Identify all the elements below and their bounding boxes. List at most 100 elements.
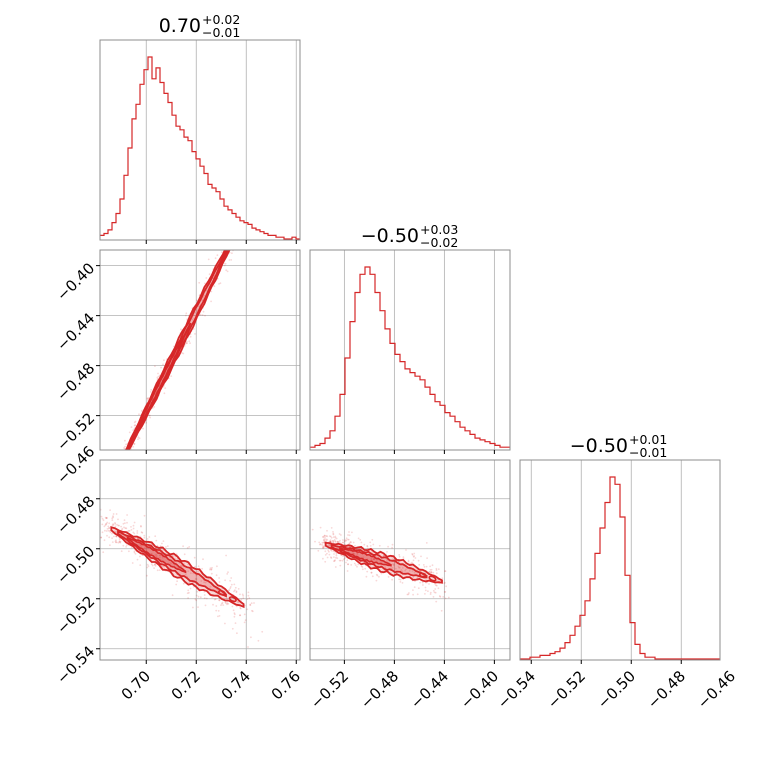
sample-point	[338, 541, 341, 544]
sample-point	[370, 571, 373, 574]
sample-point	[212, 603, 214, 606]
sample-point	[140, 544, 142, 547]
sample-point	[329, 541, 332, 543]
sample-point	[418, 563, 421, 566]
sample-point	[113, 469, 115, 471]
sample-point	[123, 526, 125, 529]
sample-point	[109, 531, 112, 534]
sample-point	[133, 550, 136, 553]
sample-point	[227, 233, 229, 235]
xtick-label-p1-1: 0.72	[168, 667, 204, 703]
sample-point	[233, 583, 236, 586]
sample-point	[371, 575, 374, 578]
sample-point	[341, 559, 344, 562]
sample-point	[242, 594, 245, 597]
sample-point	[429, 591, 432, 594]
sample-point	[366, 545, 369, 547]
sample-point	[237, 588, 240, 590]
sample-point	[249, 212, 251, 214]
sample-point	[398, 578, 400, 581]
sample-point	[197, 570, 199, 573]
sample-point	[343, 539, 346, 542]
sample-point	[233, 612, 236, 614]
sample-point	[112, 515, 114, 518]
sample-point	[217, 615, 219, 618]
sample-point	[189, 587, 192, 590]
sample-point	[125, 443, 127, 446]
xtick-label-p1-2: 0.74	[218, 667, 254, 703]
sample-point	[235, 234, 237, 236]
sample-point	[121, 465, 123, 467]
sample-point	[117, 475, 119, 477]
sample-point	[334, 566, 337, 568]
sample-point	[322, 545, 324, 547]
sample-point	[115, 539, 117, 542]
sample-point	[195, 578, 198, 580]
sample-point	[324, 540, 327, 543]
title-3-plus: +0.01	[629, 432, 667, 447]
sample-point	[423, 566, 426, 568]
sample-point	[421, 581, 424, 584]
sample-point	[138, 437, 141, 440]
sample-point	[242, 219, 244, 221]
sample-point	[224, 601, 227, 604]
sample-point	[404, 569, 406, 572]
hist-panel-p1	[99, 39, 301, 244]
hist-p3-ticks	[530, 660, 682, 664]
sample-point	[232, 241, 234, 243]
sample-point	[115, 530, 118, 533]
sample-point	[225, 602, 227, 604]
sample-point	[326, 538, 329, 541]
sample-point	[438, 595, 441, 597]
sample-point	[98, 525, 100, 527]
sample-point	[250, 211, 252, 213]
sample-point	[204, 581, 207, 584]
sample-point	[322, 541, 325, 544]
sample-point	[205, 289, 208, 292]
sample-point	[330, 549, 332, 551]
sample-point	[430, 571, 432, 574]
sample-point	[386, 560, 389, 562]
sample-point	[104, 524, 107, 527]
sample-point	[388, 561, 391, 563]
sample-point	[244, 207, 246, 209]
sample-point	[151, 564, 154, 567]
sample-point	[336, 541, 339, 543]
sample-point	[391, 558, 394, 561]
sample-point	[121, 462, 123, 464]
sample-point	[97, 519, 99, 521]
sample-point	[108, 530, 111, 532]
sample-point	[232, 609, 235, 612]
sample-point	[319, 526, 322, 529]
sample-point	[237, 219, 239, 221]
sample-point	[149, 416, 152, 419]
contour-island-1	[428, 575, 437, 582]
sample-point	[359, 538, 362, 541]
hist-p2-ticks	[343, 450, 495, 454]
sample-point	[111, 517, 114, 520]
sample-point	[394, 567, 397, 570]
sample-point	[115, 541, 118, 544]
sample-point	[106, 521, 109, 524]
sample-point	[229, 579, 232, 582]
sample-point	[194, 565, 197, 568]
sample-point	[375, 573, 378, 576]
sample-point	[147, 565, 150, 567]
sample-point	[392, 563, 394, 565]
sample-point	[128, 530, 131, 532]
sample-point	[104, 529, 106, 532]
sample-point	[398, 555, 401, 558]
sample-point	[326, 552, 328, 555]
hist-p3-grid	[530, 460, 682, 660]
sample-point	[248, 204, 250, 206]
sample-point	[224, 246, 226, 248]
sample-point	[322, 536, 324, 538]
sample-point	[120, 525, 122, 528]
sample-point	[345, 539, 348, 542]
sample-point	[444, 570, 447, 572]
sample-point	[249, 203, 251, 205]
sample-point	[133, 521, 136, 524]
contour-island-0	[418, 572, 428, 579]
sample-point	[114, 540, 117, 543]
sample-point	[426, 557, 428, 559]
